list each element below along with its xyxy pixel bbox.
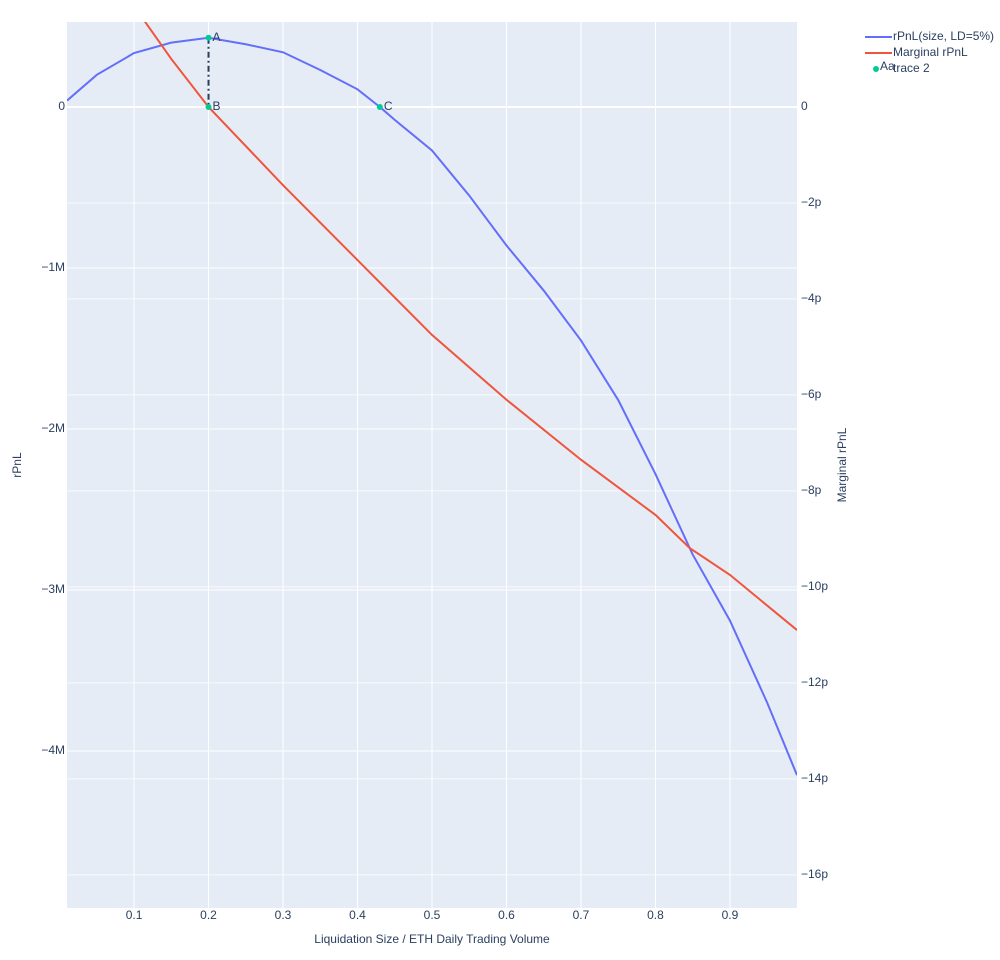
y2-tick-label: −2p — [801, 195, 822, 209]
point-label: A — [213, 30, 221, 44]
legend-marker — [873, 66, 879, 72]
series-line — [67, 36, 797, 776]
y-tick-label: −1M — [41, 260, 65, 274]
legend-label: trace 2 — [893, 61, 930, 75]
series-line — [143, 22, 797, 631]
x-tick-label: 0.1 — [126, 908, 143, 922]
x-tick-label: 0.2 — [200, 908, 217, 922]
x-axis-title: Liquidation Size / ETH Daily Trading Vol… — [314, 932, 550, 946]
x-tick-label: 0.7 — [573, 908, 590, 922]
y2-tick-label: −10p — [801, 579, 828, 593]
y2-tick-label: −14p — [801, 771, 828, 785]
x-tick-label: 0.8 — [647, 908, 664, 922]
y2-tick-label: −6p — [801, 387, 822, 401]
y-tick-label: 0 — [58, 99, 65, 113]
x-tick-label: 0.9 — [722, 908, 739, 922]
y2-tick-label: 0 — [801, 99, 808, 113]
y-tick-label: −4M — [41, 743, 65, 757]
x-tick-label: 0.6 — [498, 908, 515, 922]
legend-icon: Aa — [880, 59, 895, 73]
marker — [205, 34, 212, 41]
x-tick-label: 0.3 — [275, 908, 292, 922]
y2-axis-title: Marginal rPnL — [835, 427, 849, 502]
y2-tick-label: −4p — [801, 291, 822, 305]
point-label: B — [213, 99, 221, 113]
legend-label: Marginal rPnL — [893, 45, 968, 59]
marker — [376, 104, 383, 111]
y-axis-title: rPnL — [10, 452, 24, 478]
y2-tick-label: −16p — [801, 867, 828, 881]
y-tick-label: −3M — [41, 582, 65, 596]
y2-tick-label: −12p — [801, 675, 828, 689]
x-tick-label: 0.5 — [424, 908, 441, 922]
marker — [205, 104, 212, 111]
y-tick-label: −2M — [41, 421, 65, 435]
point-label: C — [384, 99, 393, 113]
y2-tick-label: −8p — [801, 483, 822, 497]
x-tick-label: 0.4 — [349, 908, 366, 922]
legend-label: rPnL(size, LD=5%) — [893, 29, 994, 43]
